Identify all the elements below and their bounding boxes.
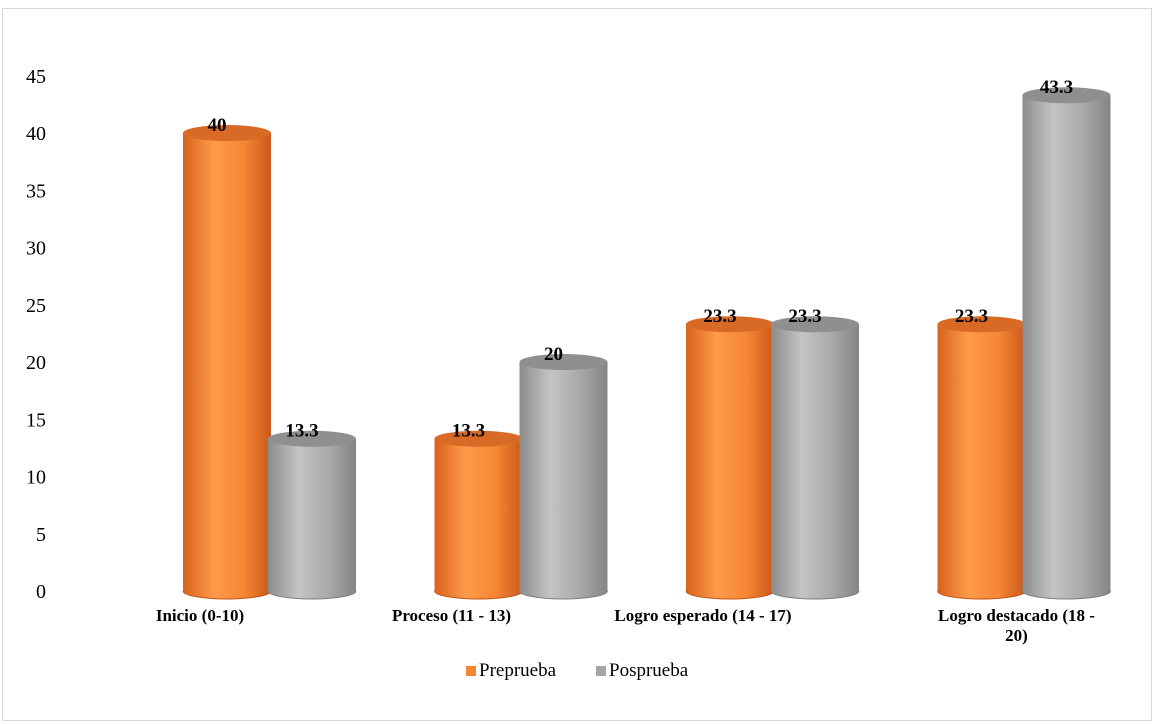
- bar-chart: 0 5 10 15 20 25 30 35 40 45 40 13.3 13.3 20 23.3 23.3 2…: [26, 66, 1111, 681]
- y-tick-label: 15: [26, 409, 46, 431]
- bar-top: [1022, 87, 1111, 104]
- data-label: 13.3: [285, 421, 318, 442]
- x-axis: Inicio (0-10) Proceso (11 - 13) Logro espe…: [156, 606, 1095, 645]
- data-label: 43.3: [1040, 77, 1073, 98]
- bar-body: [686, 324, 774, 599]
- data-label: 40: [208, 115, 227, 136]
- bar-top: [686, 316, 774, 333]
- data-label: 20: [544, 344, 563, 365]
- bar-posprueba-2: [519, 354, 608, 600]
- bar-top: [519, 354, 608, 370]
- legend-label: Preprueba: [479, 660, 557, 681]
- bar-posprueba-1: [267, 430, 357, 600]
- x-category-label: Logro esperado (14 - 17): [614, 606, 791, 625]
- y-tick-label: 45: [26, 66, 46, 88]
- y-tick-label: 25: [26, 295, 46, 317]
- data-label: 13.3: [452, 421, 485, 442]
- bar-posprueba-3: [770, 316, 860, 600]
- bar-body: [1022, 95, 1111, 599]
- y-tick-label: 0: [36, 581, 46, 603]
- bar-base: [182, 590, 272, 600]
- data-labels: 40 13.3 13.3 20 23.3 23.3 23.3 43.3: [208, 77, 1074, 442]
- bar-base: [434, 590, 523, 600]
- legend-swatch: [596, 666, 606, 676]
- legend-label: Posprueba: [609, 660, 689, 681]
- data-label: 23.3: [955, 306, 988, 327]
- chart-frame: 0 5 10 15 20 25 30 35 40 45 40 13.3 13.3 20 23.3 23.3 2…: [2, 8, 1152, 721]
- bar-preprueba-3: [685, 316, 775, 600]
- bar-posprueba-4: [1022, 87, 1111, 600]
- bar-body: [937, 324, 1026, 599]
- bar-body: [434, 438, 523, 599]
- bar-base: [1022, 590, 1111, 600]
- data-label: 23.3: [703, 306, 736, 327]
- data-label: 23.3: [788, 306, 821, 327]
- bar-body: [268, 438, 356, 599]
- bar-base: [267, 590, 357, 600]
- bar-preprueba-2: [434, 430, 523, 600]
- x-category-label: Logro destacado (18 -20): [938, 606, 1095, 645]
- bar-preprueba-1: [182, 125, 272, 600]
- legend-swatch: [466, 666, 476, 676]
- bar-base: [519, 590, 608, 600]
- y-tick-label: 5: [36, 524, 46, 546]
- y-tick-label: 20: [26, 352, 46, 374]
- bar-preprueba-4: [937, 316, 1026, 600]
- legend-item-preprueba: Preprueba: [466, 660, 557, 681]
- bar-base: [770, 590, 860, 600]
- bar-top: [268, 430, 356, 447]
- bar-body: [183, 133, 271, 599]
- bar-top: [771, 316, 859, 333]
- y-tick-label: 10: [26, 467, 46, 489]
- bar-base: [685, 590, 775, 600]
- bar-top: [183, 125, 271, 141]
- y-axis: 0 5 10 15 20 25 30 35 40 45: [26, 66, 46, 603]
- y-tick-label: 35: [26, 180, 46, 202]
- bar-top: [434, 430, 523, 447]
- bars: [182, 87, 1111, 600]
- bar-base: [937, 590, 1026, 600]
- bar-top: [937, 316, 1026, 333]
- y-tick-label: 30: [26, 238, 46, 260]
- legend-item-posprueba: Posprueba: [596, 660, 689, 681]
- legend: Preprueba Posprueba: [466, 660, 689, 681]
- bar-body: [519, 362, 608, 599]
- x-category-label: Inicio (0-10): [156, 606, 244, 625]
- x-category-label: Proceso (11 - 13): [392, 606, 511, 625]
- bar-body: [771, 324, 859, 599]
- y-tick-label: 40: [26, 123, 46, 145]
